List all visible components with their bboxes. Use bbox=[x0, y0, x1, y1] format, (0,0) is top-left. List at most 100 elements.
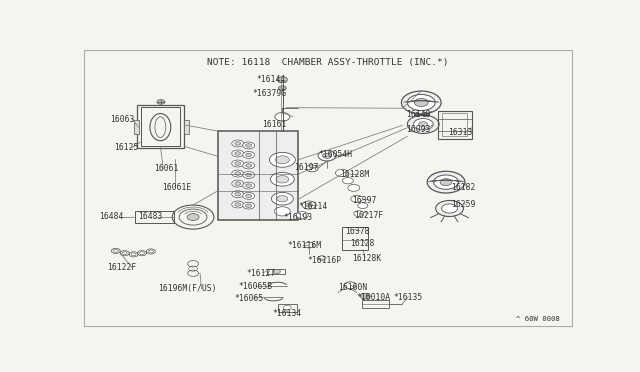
Circle shape bbox=[271, 192, 293, 205]
Circle shape bbox=[277, 196, 288, 202]
Text: 16125: 16125 bbox=[114, 143, 138, 152]
Circle shape bbox=[414, 99, 428, 106]
Text: ^ 60W 0008: ^ 60W 0008 bbox=[516, 317, 560, 323]
Text: *16379G: *16379G bbox=[253, 89, 287, 98]
Bar bbox=[218, 131, 298, 220]
Bar bbox=[342, 227, 368, 250]
Bar bbox=[442, 113, 467, 136]
Bar bbox=[268, 269, 285, 275]
Circle shape bbox=[269, 153, 295, 167]
Text: 16182: 16182 bbox=[451, 183, 476, 192]
Circle shape bbox=[434, 175, 458, 189]
Circle shape bbox=[157, 100, 165, 104]
Circle shape bbox=[243, 202, 255, 209]
Circle shape bbox=[243, 182, 255, 189]
Text: *16116P: *16116P bbox=[307, 256, 341, 264]
Circle shape bbox=[246, 194, 252, 198]
Circle shape bbox=[323, 153, 332, 158]
Circle shape bbox=[273, 269, 280, 274]
Circle shape bbox=[277, 77, 287, 83]
Text: *16193: *16193 bbox=[284, 214, 312, 222]
Circle shape bbox=[246, 164, 252, 167]
Circle shape bbox=[243, 162, 255, 169]
Circle shape bbox=[360, 293, 370, 299]
Circle shape bbox=[408, 94, 435, 110]
Circle shape bbox=[235, 203, 241, 206]
Text: 16122F: 16122F bbox=[108, 263, 136, 272]
Circle shape bbox=[351, 195, 363, 202]
Circle shape bbox=[235, 162, 241, 165]
Circle shape bbox=[358, 203, 367, 208]
Text: 16063: 16063 bbox=[110, 115, 134, 124]
Text: *16135: *16135 bbox=[394, 293, 423, 302]
Text: 16397: 16397 bbox=[352, 196, 376, 205]
Circle shape bbox=[232, 140, 244, 147]
Circle shape bbox=[246, 204, 252, 207]
Text: 16484: 16484 bbox=[99, 212, 124, 221]
Circle shape bbox=[232, 150, 244, 157]
Circle shape bbox=[335, 169, 348, 177]
Text: 16483: 16483 bbox=[138, 212, 163, 221]
Circle shape bbox=[428, 171, 465, 193]
Text: 16128: 16128 bbox=[350, 239, 374, 248]
Circle shape bbox=[243, 142, 255, 149]
Circle shape bbox=[246, 144, 252, 147]
Circle shape bbox=[296, 212, 308, 218]
Text: 16378: 16378 bbox=[346, 227, 370, 236]
Text: *16127: *16127 bbox=[246, 269, 275, 278]
Text: 16061E: 16061E bbox=[162, 183, 191, 192]
Bar bbox=[362, 301, 389, 308]
Circle shape bbox=[243, 192, 255, 199]
Circle shape bbox=[284, 305, 291, 310]
Text: *16144: *16144 bbox=[256, 75, 285, 84]
Circle shape bbox=[235, 142, 241, 145]
Circle shape bbox=[306, 203, 312, 207]
Circle shape bbox=[232, 160, 244, 167]
Circle shape bbox=[401, 91, 441, 114]
Bar bbox=[184, 120, 189, 134]
Text: 16217F: 16217F bbox=[354, 211, 383, 219]
Circle shape bbox=[276, 176, 289, 183]
Text: *16065B: *16065B bbox=[239, 282, 273, 291]
Circle shape bbox=[246, 184, 252, 187]
Text: NOTE: 16118  CHAMBER ASSY-THROTTLE (INC.*): NOTE: 16118 CHAMBER ASSY-THROTTLE (INC.*… bbox=[207, 58, 449, 67]
Bar bbox=[134, 120, 138, 134]
Text: *16065: *16065 bbox=[235, 295, 264, 304]
Text: *16114: *16114 bbox=[298, 202, 328, 211]
Text: 16128M: 16128M bbox=[340, 170, 370, 179]
Circle shape bbox=[271, 172, 294, 186]
Circle shape bbox=[232, 201, 244, 208]
Circle shape bbox=[275, 156, 289, 164]
Circle shape bbox=[275, 207, 291, 216]
Text: 16093: 16093 bbox=[406, 125, 431, 134]
Text: 16196M(F/US): 16196M(F/US) bbox=[158, 285, 217, 294]
Circle shape bbox=[235, 152, 241, 155]
Circle shape bbox=[187, 214, 199, 221]
Circle shape bbox=[318, 151, 336, 161]
Text: *16010A: *16010A bbox=[356, 293, 391, 302]
Circle shape bbox=[246, 173, 252, 177]
Circle shape bbox=[440, 179, 452, 186]
Text: 16128K: 16128K bbox=[352, 254, 381, 263]
Text: 16259: 16259 bbox=[451, 200, 476, 209]
Circle shape bbox=[407, 115, 439, 134]
Circle shape bbox=[304, 242, 314, 248]
Circle shape bbox=[275, 112, 290, 121]
Circle shape bbox=[413, 119, 433, 130]
Bar bbox=[134, 211, 174, 223]
Circle shape bbox=[235, 182, 241, 185]
Bar bbox=[278, 304, 297, 312]
Circle shape bbox=[419, 122, 428, 127]
Bar bbox=[137, 105, 184, 148]
Circle shape bbox=[232, 191, 244, 198]
Text: *16054H: *16054H bbox=[318, 150, 352, 158]
Circle shape bbox=[278, 86, 286, 90]
Circle shape bbox=[348, 185, 360, 191]
Circle shape bbox=[318, 256, 326, 260]
Text: *16134: *16134 bbox=[273, 309, 301, 318]
Text: 16061: 16061 bbox=[154, 164, 179, 173]
Text: 16160N: 16160N bbox=[338, 283, 367, 292]
Circle shape bbox=[342, 177, 353, 184]
Circle shape bbox=[344, 282, 356, 289]
Circle shape bbox=[354, 211, 364, 217]
